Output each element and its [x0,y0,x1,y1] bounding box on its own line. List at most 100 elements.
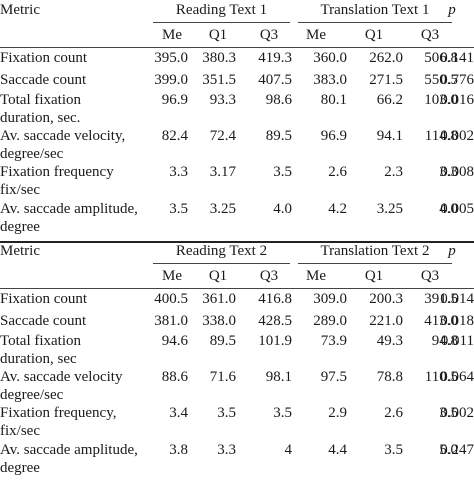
row-label: Av. saccade amplitude, [0,442,138,458]
row-label: Total fixation [0,92,82,108]
row-value: 3.25 [376,201,403,217]
subheader-q1: Q1 [364,27,384,43]
row-value: 419.3 [258,50,292,66]
row-value: 395.0 [154,50,188,66]
row-value: 4.2 [328,201,347,217]
row-label: Fixation count [0,50,88,66]
row-value: 428.5 [258,313,292,329]
group-underline [153,263,290,264]
row-value: 88.6 [161,369,188,385]
row-value: 289.0 [313,313,347,329]
row-value: 391.5 [424,291,458,307]
group-header-reading: Reading Text 2 [175,243,268,259]
row-value: 200.3 [369,291,403,307]
row-value: 381.0 [154,313,188,329]
row-value: 66.2 [376,92,403,108]
row-value: 110.5 [424,369,458,385]
row-label: Fixation frequency, [0,405,117,421]
table-row: Av. saccade amplitude, degree 3.5 3.25 4.0 4.… [0,200,474,236]
table-row: Av. saccade velocity degree/sec 88.6 71.6 98… [0,368,474,404]
row-value: 3.3 [169,164,188,180]
subheader-q1: Q1 [364,268,384,284]
row-value: 3.5 [439,405,458,421]
row-value: 93.3 [209,92,236,108]
row-value: 413.0 [424,313,458,329]
row-value: 89.5 [265,128,292,144]
row-value: 416.8 [258,291,292,307]
row-value: 94.8 [431,333,458,349]
row-value: 262.0 [369,50,403,66]
subheader-q3: Q3 [420,268,440,284]
p-value: 0.011 [440,333,474,349]
subheader-me: Me [162,268,182,284]
row-value: 94.6 [161,333,188,349]
row-value: 2.6 [384,405,403,421]
subheader-me: Me [306,27,326,43]
row-value: 3.5 [273,405,292,421]
row-label: degree/sec [0,387,64,403]
row-value: 2.9 [328,405,347,421]
row-value: 380.3 [202,50,236,66]
row-label: duration, sec [0,351,77,367]
row-value: 98.1 [265,369,292,385]
table-row: Fixation frequency, fix/sec 3.4 3.5 3.5 2.9 2.… [0,404,474,440]
row-label: duration, sec. [0,110,81,126]
header-rule [0,288,474,289]
row-value: 97.5 [320,369,347,385]
row-value: 3.25 [209,201,236,217]
row-value: 3.5 [384,442,403,458]
row-value: 80.1 [320,92,347,108]
row-value: 338.0 [202,313,236,329]
row-value: 400.5 [154,291,188,307]
row-value: 351.5 [202,72,236,88]
row-value: 5.0 [439,442,458,458]
row-value: 49.3 [376,333,403,349]
row-value: 89.5 [209,333,236,349]
row-value: 3.8 [169,442,188,458]
row-value: 72.4 [209,128,236,144]
group-underline [298,22,452,23]
p-value: 0.014 [440,291,474,307]
row-label: degree [0,460,40,476]
subheader-q3: Q3 [259,268,279,284]
table-row: Fixation count 400.5 361.0 416.8 309.0 200.3 3… [0,290,474,326]
row-value: 98.6 [265,92,292,108]
row-value: 2.3 [384,164,403,180]
table-row: Saccade count 399.0 351.5 407.5 383.0 271.5 55… [0,71,474,107]
group-header-translation: Translation Text 1 [320,2,430,18]
table-row: Av. saccade velocity, degree/sec 82.4 72.4 8… [0,127,474,163]
row-value: 96.9 [320,128,347,144]
row-value: 4.0 [439,201,458,217]
row-value: 96.9 [161,92,188,108]
metric-header: Metric [0,243,40,259]
p-value: 0.247 [440,442,474,458]
row-label: degree/sec [0,146,64,162]
row-value: 73.9 [320,333,347,349]
row-value: 3.17 [209,164,236,180]
data-table: Metric Reading Text 2 Translation Text 2 p M… [0,241,474,486]
row-value: 114.8 [424,128,458,144]
row-value: 3.5 [273,164,292,180]
row-value: 506.8 [424,50,458,66]
row-value: 221.0 [369,313,403,329]
row-value: 360.0 [313,50,347,66]
row-value: 361.0 [202,291,236,307]
row-label: Total fixation [0,333,82,349]
p-value: 0.002 [440,405,474,421]
row-value: 82.4 [161,128,188,144]
row-value: 3.4 [169,405,188,421]
row-value: 71.6 [209,369,236,385]
subheader-q3: Q3 [420,27,440,43]
table-row: Fixation frequency fix/sec 3.3 3.17 3.5 2.6 2.… [0,163,474,199]
row-value: 78.8 [376,369,403,385]
subheader-me: Me [162,27,182,43]
row-label: Av. saccade velocity [0,369,123,385]
row-value: 4 [284,442,293,458]
group-underline [153,22,290,23]
row-value: 4.0 [273,201,292,217]
row-value: 3.5 [169,201,188,217]
group-header-reading: Reading Text 1 [175,2,268,18]
row-label: Fixation frequency [0,164,114,180]
row-label: Saccade count [0,313,87,329]
row-value: 3.3 [439,164,458,180]
